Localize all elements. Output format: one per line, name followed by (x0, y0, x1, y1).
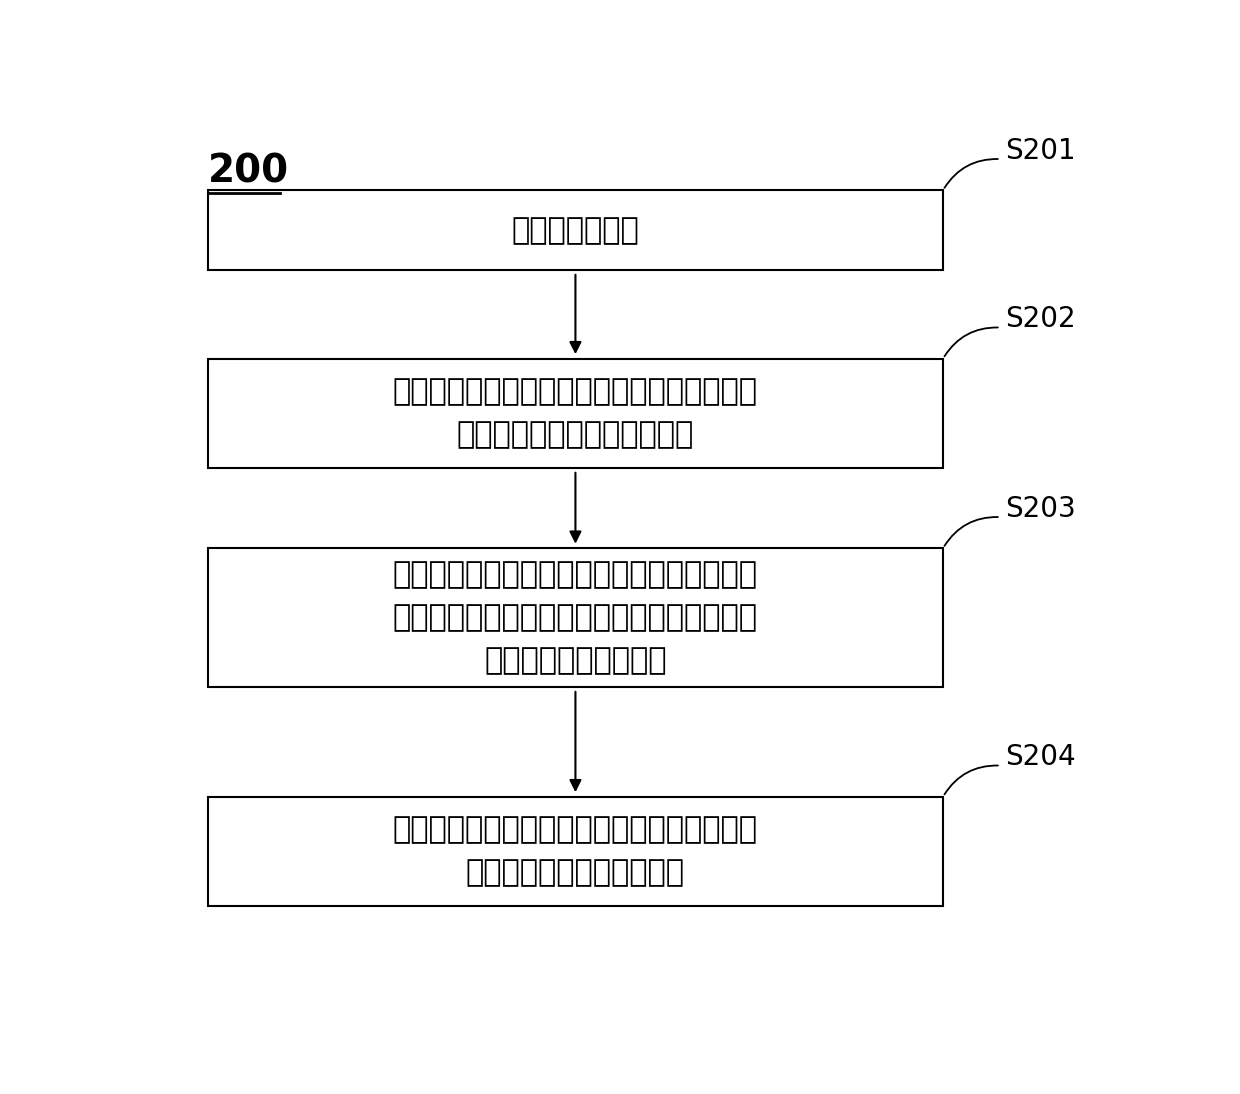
Text: 200: 200 (208, 152, 289, 190)
Text: S204: S204 (1006, 744, 1076, 771)
Text: 根据所述采样点总数量的上限以及所述感兴趣
区域内各子区域包含的采样点数量将所述感兴
趣区域分成多个子区域: 根据所述采样点总数量的上限以及所述感兴趣 区域内各子区域包含的采样点数量将所述感… (393, 560, 758, 675)
Text: 获取待采样图像: 获取待采样图像 (512, 216, 640, 245)
Bar (208, 359, 942, 468)
Text: S201: S201 (1006, 137, 1076, 165)
Text: S203: S203 (1006, 494, 1076, 523)
Text: 获取采样点总数量的上限以及所述感兴趣区域
内各子区域包含的采样点数量: 获取采样点总数量的上限以及所述感兴趣区域 内各子区域包含的采样点数量 (393, 377, 758, 450)
Bar (208, 796, 942, 906)
Bar (208, 548, 942, 687)
Bar (208, 190, 942, 270)
Text: S202: S202 (1006, 305, 1076, 334)
Text: 利用聚类分析算法对各子区域进行降采样，得
到所述感兴趣区域的采样点: 利用聚类分析算法对各子区域进行降采样，得 到所述感兴趣区域的采样点 (393, 816, 758, 887)
